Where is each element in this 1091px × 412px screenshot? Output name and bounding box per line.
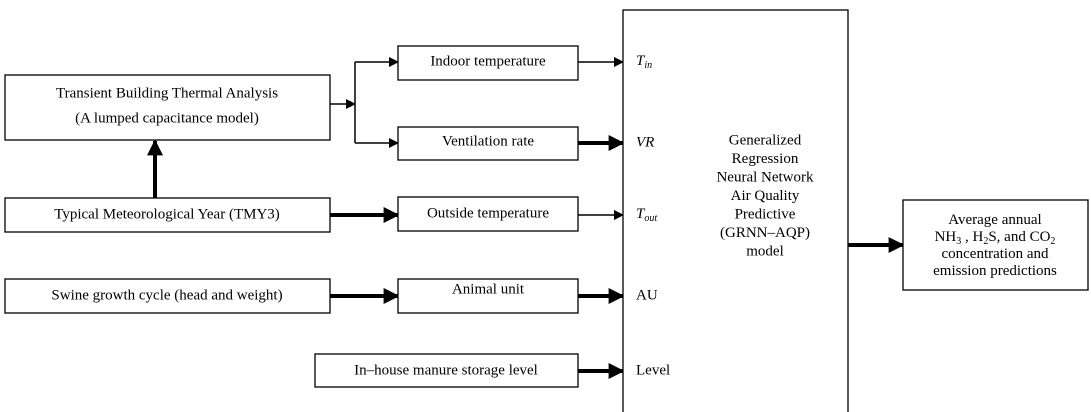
model-line: Neural Network xyxy=(716,169,814,185)
input-main: T xyxy=(636,53,646,69)
input-label: Tin xyxy=(636,53,652,71)
text-run: concentration and xyxy=(941,246,1049,262)
box xyxy=(397,278,579,314)
model-line: Predictive xyxy=(735,206,796,222)
text-run: emission predictions xyxy=(933,263,1057,279)
box xyxy=(397,196,579,232)
output-line: concentration and xyxy=(941,246,1049,262)
input-sub: in xyxy=(644,60,652,71)
node-label: Indoor temperature xyxy=(430,53,546,69)
text-run: S, and CO xyxy=(988,229,1050,245)
box xyxy=(314,353,579,388)
subscript: 3 xyxy=(956,236,961,247)
model-line: (GRNN–AQP) xyxy=(720,225,810,241)
input-label: AU xyxy=(636,287,658,303)
model-box xyxy=(622,9,849,412)
output-line: emission predictions xyxy=(933,263,1057,279)
model-line: Regression xyxy=(732,151,799,167)
subscript: 2 xyxy=(983,236,988,247)
text-run: NH xyxy=(935,229,957,245)
input-label: Level xyxy=(636,362,670,378)
input-sub: out xyxy=(644,213,657,224)
input-label: Tout xyxy=(636,206,657,224)
output-line: Average annual xyxy=(948,212,1041,228)
box xyxy=(4,197,331,233)
input-label: VR xyxy=(636,134,654,150)
node-label: Swine growth cycle (head and weight) xyxy=(51,287,282,303)
node-label: Typical Meteorological Year (TMY3) xyxy=(54,206,280,222)
node-label: Outside temperature xyxy=(427,205,549,221)
node-label: Animal unit xyxy=(452,281,525,297)
subscript: 2 xyxy=(1050,236,1055,247)
node-label: In–house manure storage level xyxy=(354,362,538,378)
text-run: , H xyxy=(961,229,983,245)
model-line: Air Quality xyxy=(731,188,800,204)
box xyxy=(4,278,331,314)
node-label: Transient Building Thermal Analysis xyxy=(56,85,278,101)
model-line: model xyxy=(746,243,784,259)
node-label: Ventilation rate xyxy=(442,133,534,149)
box xyxy=(397,126,579,161)
model-line: Generalized xyxy=(729,132,802,148)
text-run: Average annual xyxy=(948,212,1041,228)
output-line: NH3 , H2S, and CO2 xyxy=(935,229,1056,247)
input-main: T xyxy=(636,206,646,222)
box xyxy=(902,199,1089,291)
box xyxy=(4,74,331,141)
box xyxy=(397,45,579,81)
node-label: (A lumped capacitance model) xyxy=(75,110,259,126)
model-label: Generalized Regression Neural Network Air Q… xyxy=(716,132,814,259)
